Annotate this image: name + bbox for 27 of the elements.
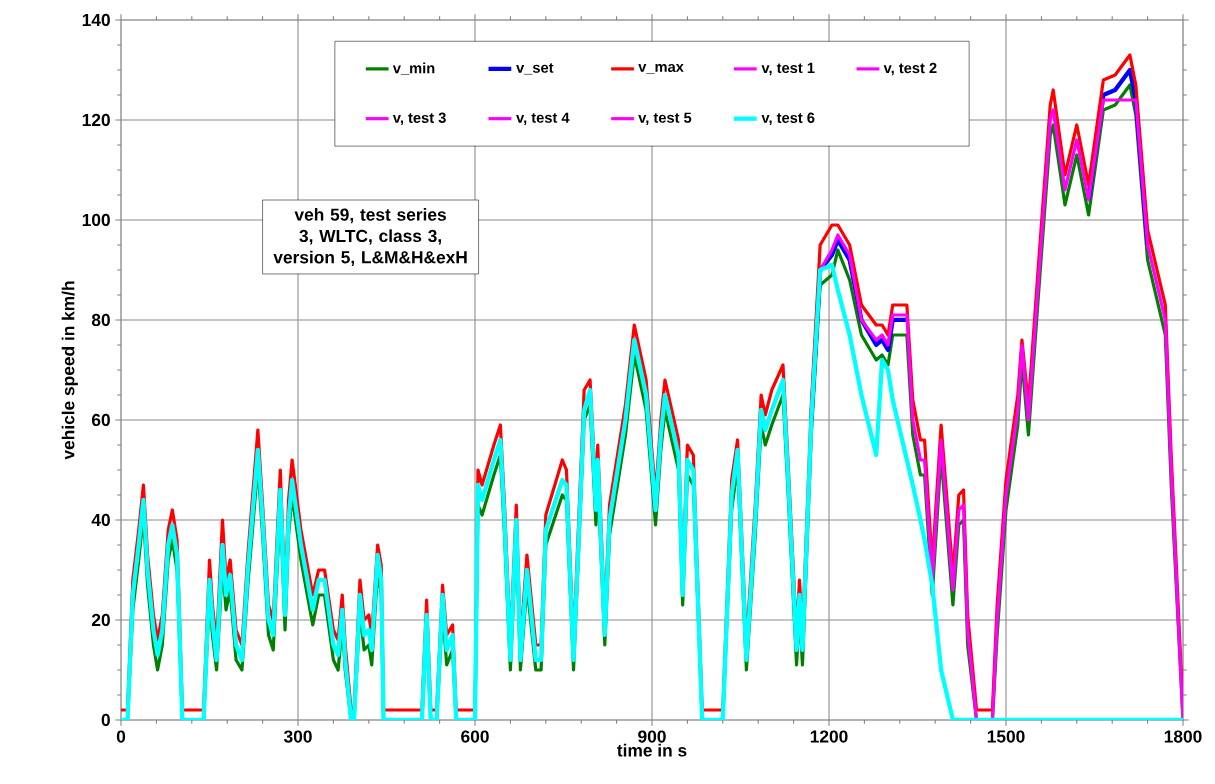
legend-label: v, test 6 <box>761 112 815 126</box>
legend-label: v_max <box>638 63 684 74</box>
x-axis-title: time in s <box>617 743 687 757</box>
y-tick-label: 20 <box>91 613 110 627</box>
y-tick-label: 40 <box>91 513 110 527</box>
legend-label: v_set <box>516 63 554 75</box>
x-tick-label: 1200 <box>810 730 848 743</box>
x-tick-label: 0 <box>116 730 126 743</box>
y-tick-label: 100 <box>82 213 110 227</box>
y-tick-label: 120 <box>82 113 110 127</box>
legend-label: v, test 2 <box>883 62 937 76</box>
legend-label: v, test 3 <box>392 112 446 126</box>
x-tick-label: 300 <box>283 730 312 743</box>
x-tick-label: 600 <box>461 730 489 743</box>
y-tick-label: 80 <box>91 313 110 327</box>
y-axis-title: vehicle speed in km/h <box>61 281 78 460</box>
legend-label: v, test 1 <box>761 62 815 76</box>
x-tick-label: 1800 <box>1164 730 1202 743</box>
legend-label: v, test 5 <box>638 112 692 125</box>
x-tick-label: 900 <box>638 730 666 743</box>
legend-label: v_min <box>392 62 435 76</box>
y-tick-label: 0 <box>101 713 110 727</box>
x-tick-label: 1500 <box>987 730 1025 743</box>
y-tick-label: 140 <box>82 13 110 27</box>
annotation: veh 59, test series 3, WLTC, class 3, version 5, L&M&H&exH <box>273 208 467 266</box>
legend-label: v, test 4 <box>516 112 570 125</box>
y-tick-label: 60 <box>91 413 110 427</box>
